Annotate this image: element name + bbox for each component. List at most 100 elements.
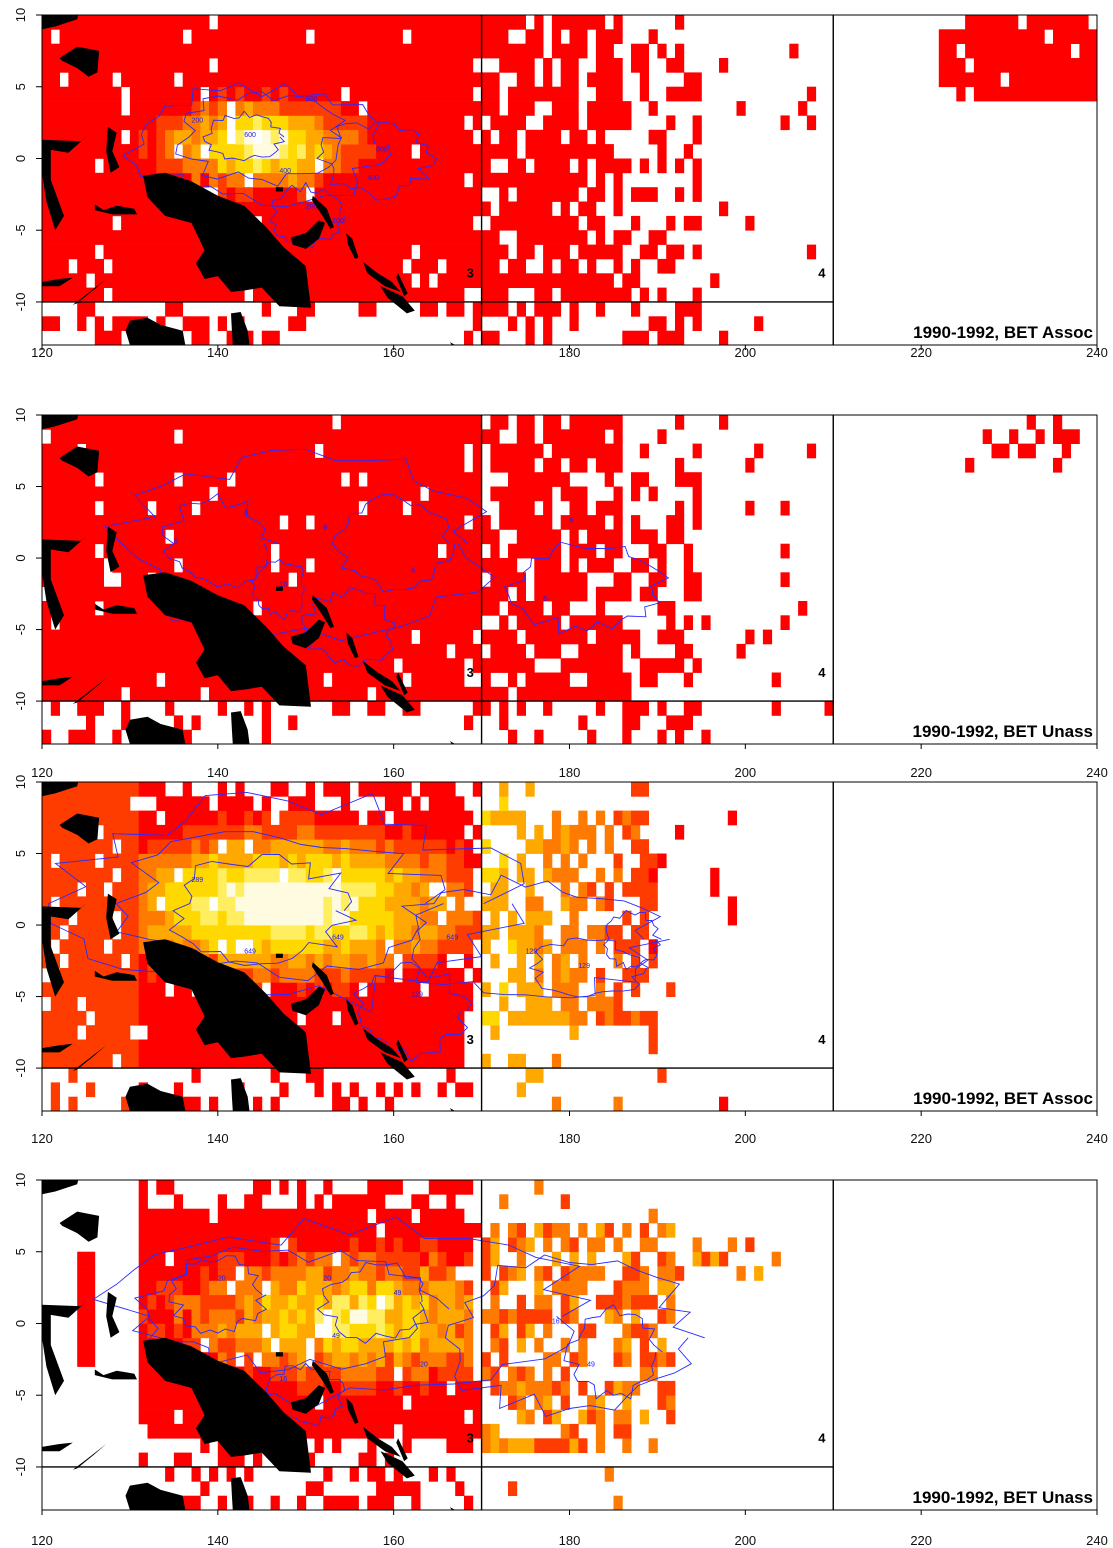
catch-cell <box>472 158 482 174</box>
catch-cell <box>288 982 298 997</box>
catch-cell <box>551 443 562 459</box>
catch-cell <box>200 796 210 811</box>
catch-cell <box>349 158 359 174</box>
catch-cell <box>358 43 368 59</box>
catch-cell <box>217 1053 227 1069</box>
catch-cell <box>613 643 623 659</box>
catch-cell <box>367 415 377 430</box>
catch-cell <box>367 953 377 969</box>
catch-cell <box>595 896 606 912</box>
catch-cell <box>516 1010 526 1026</box>
catch-cell <box>288 129 298 145</box>
catch-cell <box>622 1266 632 1281</box>
catch-cell <box>358 896 368 912</box>
catch-cell <box>358 1025 368 1040</box>
catch-cell <box>244 1366 254 1382</box>
catch-cell <box>68 953 78 969</box>
catch-cell <box>446 629 456 645</box>
catch-cell <box>991 86 1001 102</box>
catch-cell <box>147 1039 157 1055</box>
catch-cell <box>332 782 342 797</box>
catch-cell <box>42 896 52 912</box>
catch-cell <box>428 415 438 430</box>
catch-cell <box>147 1237 157 1253</box>
catch-cell <box>173 1251 184 1267</box>
catch-cell <box>455 443 465 459</box>
catch-cell <box>147 1251 157 1267</box>
catch-cell <box>428 968 438 983</box>
catch-cell <box>437 72 447 88</box>
contour-line <box>316 121 438 201</box>
catch-cell <box>77 686 87 702</box>
catch-cell <box>68 230 78 245</box>
catch-cell <box>384 1495 395 1510</box>
catch-cell <box>50 701 60 716</box>
catch-cell <box>121 230 131 245</box>
catch-cell <box>332 1352 342 1367</box>
catch-cell <box>235 1053 245 1069</box>
y-tick-label: 5 <box>13 850 28 857</box>
land-polygon <box>396 1039 408 1063</box>
catch-cell <box>147 1208 157 1224</box>
catch-cell <box>182 1380 192 1396</box>
catch-cell <box>288 529 298 545</box>
catch-cell <box>411 1223 421 1238</box>
catch-cell <box>411 824 421 840</box>
catch-cell <box>420 925 430 940</box>
catch-cell <box>666 601 676 616</box>
catch-cell <box>402 810 412 826</box>
catch-cell <box>464 158 474 174</box>
catch-cell <box>464 1251 474 1267</box>
catch-cell <box>393 515 403 530</box>
catch-cell <box>244 543 254 559</box>
catch-cell <box>288 1223 298 1238</box>
catch-cell <box>455 1409 465 1425</box>
catch-cell <box>534 643 544 659</box>
catch-cell <box>323 824 333 840</box>
catch-cell <box>68 658 78 673</box>
catch-cell <box>446 1251 456 1267</box>
catch-cell <box>235 910 245 926</box>
catch-cell <box>481 129 491 145</box>
catch-cell <box>420 144 430 159</box>
catch-cell <box>569 1237 579 1253</box>
catch-cell <box>464 215 474 231</box>
catch-cell <box>411 572 421 587</box>
catch-cell <box>332 72 342 88</box>
catch-cell <box>376 1423 386 1439</box>
catch-cell <box>305 500 315 516</box>
catch-cell <box>323 187 333 202</box>
catch-cell <box>349 1495 359 1510</box>
catch-cell <box>560 572 570 587</box>
catch-cell <box>604 1010 614 1026</box>
catch-cell <box>534 1294 544 1310</box>
catch-cell <box>578 457 588 473</box>
catch-cell <box>472 968 482 983</box>
catch-cell <box>182 558 192 573</box>
catch-cell <box>165 615 175 630</box>
catch-cell <box>587 115 597 131</box>
catch-cell <box>358 867 368 883</box>
catch-cell <box>446 429 456 444</box>
catch-cell <box>455 172 465 188</box>
catch-cell <box>86 72 96 88</box>
catch-cell <box>393 925 403 940</box>
catch-cell <box>648 1010 658 1026</box>
catch-cell <box>314 1237 324 1253</box>
catch-cell <box>235 43 245 59</box>
catch-cell <box>332 443 342 459</box>
catch-cell <box>191 1409 201 1425</box>
catch-cell <box>191 287 201 303</box>
catch-cell <box>270 187 280 202</box>
catch-cell <box>270 43 280 59</box>
land-polygon <box>231 312 250 345</box>
catch-cell <box>411 982 421 997</box>
catch-cell <box>314 572 324 587</box>
catch-cell <box>455 810 465 826</box>
catch-cell <box>50 810 60 826</box>
catch-cell <box>305 101 315 116</box>
catch-cell <box>411 1481 421 1496</box>
catch-cell <box>437 101 447 116</box>
catch-cell <box>675 457 685 473</box>
